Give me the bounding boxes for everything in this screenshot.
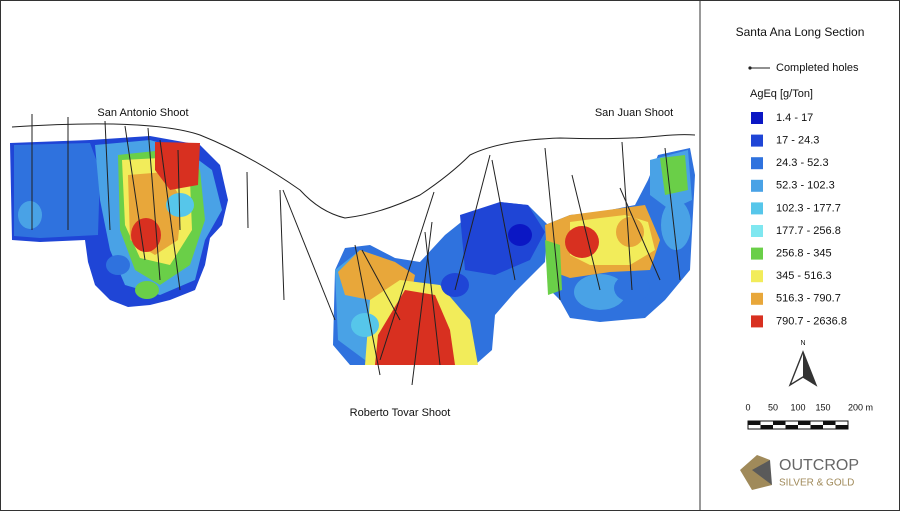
shape [508, 224, 532, 246]
shoot-label: San Antonio Shoot [97, 107, 188, 119]
legend-label: 17 - 24.3 [776, 135, 819, 147]
scale-segment [823, 421, 836, 425]
legend-swatch [751, 179, 763, 192]
legend-swatch [751, 112, 763, 124]
scale-label: 150 [815, 402, 830, 412]
shape [18, 201, 42, 229]
scale-segment [835, 425, 848, 429]
hole-trace [361, 249, 401, 321]
hole-trace [11, 123, 696, 219]
legend-label: 1.4 - 17 [776, 112, 813, 124]
shape [460, 202, 545, 275]
scale-label: 50 [768, 402, 778, 412]
hole-trace [411, 221, 433, 386]
hole-trace [279, 189, 285, 301]
scale-label: 100 [790, 402, 805, 412]
legend-unit: AgEq [g/Ton] [750, 88, 813, 100]
shape [166, 193, 194, 217]
hole-trace [571, 174, 601, 291]
shape [661, 200, 691, 250]
scale-label: 200 m [848, 402, 873, 412]
shoot-label: San Juan Shoot [595, 107, 673, 119]
hole-trace [159, 139, 181, 291]
legend-swatch [751, 202, 763, 215]
legend-label: 52.3 - 102.3 [776, 180, 835, 192]
shape [616, 217, 644, 247]
legend-label: 24.3 - 52.3 [776, 157, 829, 169]
legend-swatch [751, 292, 763, 305]
shape [441, 273, 469, 297]
logo: OUTCROP SILVER & GOLD [740, 455, 859, 490]
legend-swatch [751, 315, 763, 328]
shape [155, 142, 200, 190]
hole-trace [354, 244, 381, 376]
hole-trace [619, 187, 661, 281]
shape [375, 290, 455, 365]
north-label: N [800, 340, 805, 347]
shape [803, 352, 816, 385]
hole-trace [544, 147, 561, 301]
shape [752, 460, 772, 485]
legend-title: Santa Ana Long Section [736, 25, 865, 39]
scale-bar: 0 50 100 150 200 m [745, 402, 873, 430]
scale-segment [785, 425, 798, 429]
legend-line-label: Completed holes [776, 62, 859, 74]
shape [351, 313, 379, 337]
legend-label: 102.3 - 177.7 [776, 202, 841, 214]
drill-holes [11, 114, 696, 386]
scale-segment [773, 421, 786, 425]
legend-swatch [751, 247, 763, 260]
legend-label: 790.7 - 2636.8 [776, 315, 847, 327]
shape [660, 155, 688, 195]
legend-label: 256.8 - 345 [776, 248, 832, 260]
scale-segment [760, 425, 773, 429]
legend-swatch [751, 270, 763, 283]
scale-segment [798, 421, 811, 425]
hole-trace [664, 147, 681, 281]
legend-dot [748, 66, 752, 70]
logo-name: OUTCROP [779, 457, 859, 474]
shape [574, 274, 626, 310]
shape [106, 255, 130, 275]
hole-trace [491, 159, 516, 281]
shape [565, 226, 599, 258]
hole-trace [424, 231, 441, 366]
hole-trace [147, 127, 161, 281]
hole-trace [379, 191, 435, 361]
legend-swatch [751, 225, 763, 237]
north-arrow: N [788, 340, 818, 387]
hole-trace [246, 171, 249, 229]
legend-swatch [751, 157, 763, 170]
legend-swatch [751, 134, 763, 147]
hole-trace [282, 189, 336, 321]
legend-label: 516.3 - 790.7 [776, 293, 841, 305]
shoot-label: Roberto Tovar Shoot [350, 407, 451, 419]
hole-trace [454, 154, 491, 291]
legend-label: 177.7 - 256.8 [776, 225, 841, 237]
scale-segment [810, 425, 823, 429]
logo-sub: SILVER & GOLD [779, 478, 854, 489]
shape [131, 218, 161, 252]
scale-segment [748, 421, 761, 425]
hole-trace [124, 125, 146, 261]
legend-items: 1.4 - 17 17 - 24.3 24.3 - 52.3 52.3 - 102.3… [751, 112, 847, 328]
hole-trace [104, 120, 111, 231]
hole-trace [177, 149, 181, 231]
hole-trace [621, 141, 633, 291]
legend-label: 345 - 516.3 [776, 270, 832, 282]
scale-label: 0 [745, 402, 750, 412]
shape [135, 281, 159, 299]
